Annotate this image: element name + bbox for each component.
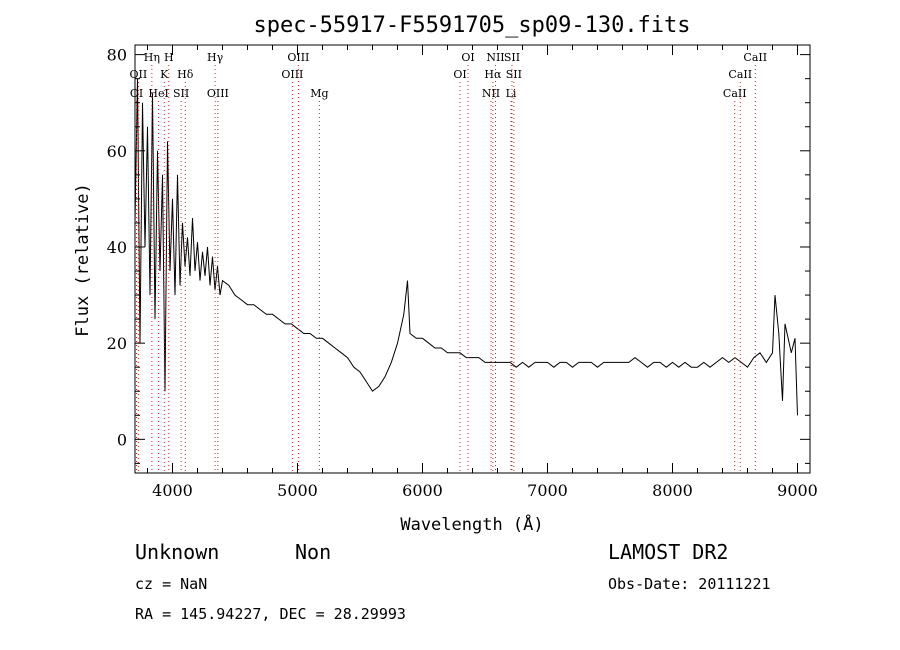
axis-ticks: 4000 5000 6000 7000 8000 9000 0 20 40 60 80 — [107, 45, 818, 500]
obs-date: Obs-Date: 20111221 — [608, 575, 771, 593]
marker-label: Mg — [310, 87, 328, 100]
marker-label: OI — [130, 87, 143, 100]
marker-label: HeI — [148, 87, 168, 100]
spectral-line-markers: OII OI Hη HK Hδ HeI SII Hγ OIII OIII OIII Mg OI OI NII… — [130, 51, 767, 473]
y-tick-label: 40 — [107, 238, 127, 257]
marker-label: H — [164, 51, 174, 64]
x-tick-label: 8000 — [652, 481, 693, 500]
marker-label: CaII — [743, 51, 767, 64]
plot-frame — [134, 44, 811, 474]
x-tick-label: 7000 — [527, 481, 568, 500]
marker-label: SII — [173, 87, 189, 100]
y-axis-label: Flux (relative) — [73, 183, 93, 337]
marker-label: OIII — [287, 51, 309, 64]
marker-label: OIII — [207, 87, 229, 100]
x-tick-label: 4000 — [152, 481, 193, 500]
x-axis-label: Wavelength (Å) — [400, 513, 543, 535]
marker-label: CaII — [728, 68, 752, 81]
marker-label: SII — [506, 68, 522, 81]
marker-label: SII — [504, 51, 520, 64]
marker-label: OII — [130, 68, 148, 81]
y-tick-label: 80 — [107, 46, 127, 65]
marker-label: Hα — [484, 68, 502, 81]
y-tick-label: 20 — [107, 334, 127, 353]
marker-label: Li — [506, 87, 517, 100]
marker-label: NII — [486, 51, 504, 64]
y-tick-label: 0 — [117, 430, 127, 449]
x-tick-label: 6000 — [402, 481, 443, 500]
survey-name: LAMOST DR2 — [608, 540, 729, 564]
plot-area — [134, 78, 798, 416]
spectrum-series-line — [134, 78, 798, 416]
coordinates: RA = 145.94227, DEC = 28.29993 — [135, 605, 406, 623]
marker-label: OIII — [281, 68, 303, 81]
x-tick-label: 5000 — [277, 481, 318, 500]
object-class: Unknown — [135, 540, 220, 564]
marker-label: OI — [453, 68, 466, 81]
y-tick-label: 60 — [107, 142, 127, 161]
object-subclass: Non — [295, 540, 332, 564]
chart-title: spec-55917-F5591705_sp09-130.fits — [253, 13, 690, 38]
marker-label: Hδ — [177, 68, 194, 81]
marker-label: Hγ — [207, 51, 224, 64]
redshift-cz: cz = NaN — [135, 575, 208, 593]
marker-label: NII — [482, 87, 500, 100]
x-tick-label: 9000 — [777, 481, 818, 500]
marker-label: Hη — [144, 51, 160, 64]
marker-label: CaII — [723, 87, 747, 100]
marker-label: OI — [461, 51, 474, 64]
marker-label: K — [160, 68, 169, 81]
